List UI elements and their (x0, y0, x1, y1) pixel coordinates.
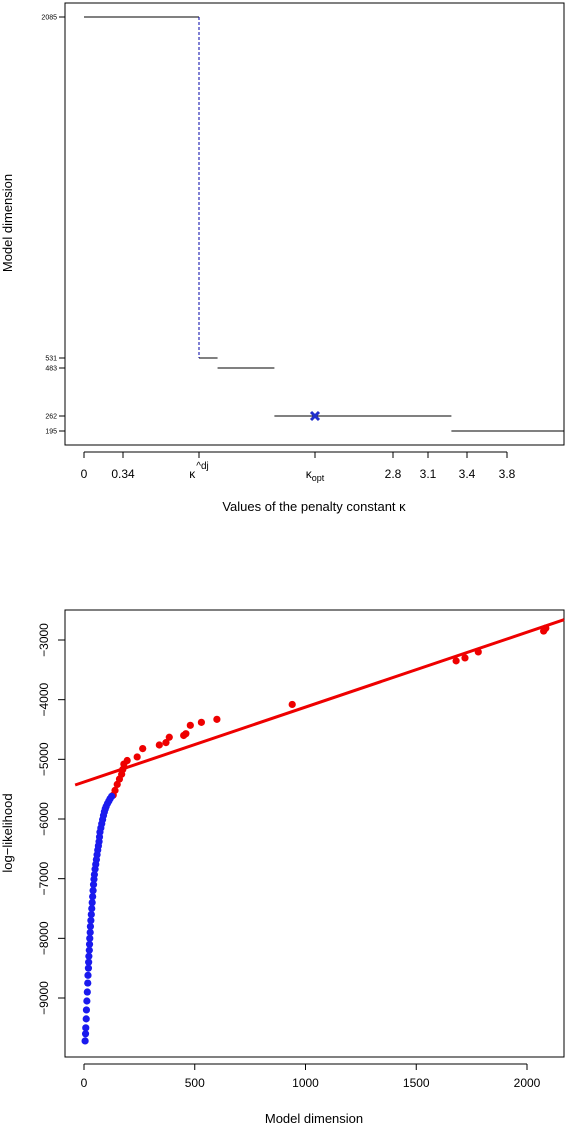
chart2-y-tick-label-6: −9000 (37, 981, 51, 1015)
point-s1-40 (83, 997, 91, 1005)
chart1-x-tick-label-5: 3.1 (420, 467, 437, 481)
point-s1-41 (82, 1006, 91, 1014)
chart2-y-tick-label-0: −3000 (37, 623, 51, 657)
chart1-x-tick-label-1: 0.34 (111, 467, 135, 481)
chart1-x-tick-label-6: 3.4 (459, 467, 476, 481)
point-s1-45 (81, 1037, 89, 1045)
chart1-x-tick-label-7: 3.8 (499, 467, 516, 481)
point-s1-33 (85, 946, 93, 954)
point-s0-15 (139, 744, 147, 753)
point-s0-12 (165, 733, 173, 741)
point-s0-22 (113, 780, 121, 788)
loglikelihood-scatter-chart: −3000 −4000 −5000 −6000 −7000 −8000 −9000 0 500… (0, 609, 565, 1124)
chart2-x-axis: 0 500 1000 1500 2000 (81, 1063, 541, 1090)
point-s1-19 (91, 865, 99, 873)
chart2-y-tick-label-2: −5000 (37, 742, 51, 776)
chart1-y-axis-title: Model dimension (0, 174, 15, 272)
chart1-x-tick-label-0: 0 (81, 467, 88, 481)
point-s0-18 (120, 760, 128, 768)
point-s1-28 (87, 916, 95, 925)
point-s0-8 (197, 718, 205, 726)
penalty-step-chart: 2085 531 483 262 195 0 0.34 κ^dj κopt 2.8 3.1 3.4 3… (0, 2, 565, 514)
chart1-x-axis: 0 0.34 κ^dj κopt 2.8 3.1 3.4 3.8 (81, 451, 516, 483)
chart1-y-tick-label-3: 262 (45, 414, 57, 421)
point-s1-27 (87, 910, 95, 919)
chart1-y-tick-label-0: 2085 (41, 15, 57, 22)
chart1-plot-frame (64, 2, 565, 446)
chart1-y-axis: 2085 531 483 262 195 (41, 15, 66, 436)
point-s0-16 (133, 753, 141, 761)
point-s1-31 (86, 934, 94, 942)
point-s1-43 (82, 1024, 90, 1032)
point-s1-25 (88, 898, 96, 907)
fit-line (74, 618, 565, 787)
chart2-regression-line (74, 618, 565, 787)
point-s1-36 (84, 964, 93, 972)
chart1-y-tick-label-4: 195 (45, 429, 57, 436)
point-s0-11 (180, 731, 188, 740)
point-s1-24 (89, 892, 97, 901)
point-s0-14 (155, 741, 163, 749)
point-s1-22 (89, 881, 98, 889)
point-s1-23 (89, 887, 97, 895)
chart1-x-tick-label-4: 2.8 (385, 467, 402, 481)
chart1-x-axis-title: Values of the penalty constant κ (222, 499, 406, 514)
point-s1-42 (82, 1015, 90, 1023)
point-s1-39 (83, 988, 91, 996)
chart2-y-axis-title: log−likelihood (0, 793, 15, 872)
point-s1-38 (84, 979, 92, 987)
chart1-x-tick-label-3: κopt (306, 467, 325, 483)
chart2-plot-frame (64, 609, 565, 1058)
chart2-y-tick-label-1: −4000 (37, 682, 51, 716)
chart2-x-tick-label-3: 1500 (403, 1076, 430, 1090)
chart1-step-segments (84, 16, 564, 432)
point-s0-13 (162, 739, 170, 747)
point-s1-32 (85, 940, 94, 948)
point-s0-3 (474, 648, 482, 656)
point-s1-44 (81, 1030, 90, 1038)
chart2-x-axis-title: Model dimension (265, 1111, 363, 1124)
chart2-points (81, 624, 550, 1045)
point-s1-37 (84, 971, 92, 979)
point-s0-6 (288, 700, 296, 709)
point-s1-30 (86, 928, 94, 936)
point-s0-7 (213, 715, 221, 723)
point-s0-9 (186, 721, 194, 729)
point-s1-29 (86, 922, 95, 931)
point-s0-2 (540, 627, 548, 635)
chart1-y-tick-label-2: 483 (45, 366, 57, 373)
chart2-y-tick-label-3: −6000 (37, 802, 51, 836)
chart2-x-tick-label-1: 500 (185, 1076, 205, 1090)
point-s0-5 (452, 657, 460, 665)
chart2-y-axis: −3000 −4000 −5000 −6000 −7000 −8000 −9000 (37, 623, 66, 1015)
point-s1-34 (85, 952, 93, 960)
point-s1-35 (85, 958, 93, 966)
chart2-y-tick-label-4: −7000 (37, 861, 51, 895)
point-s0-4 (461, 654, 469, 662)
point-s1-21 (90, 875, 98, 883)
chart1-kappa-opt-marker (309, 410, 321, 422)
chart2-y-tick-label-5: −8000 (37, 921, 51, 955)
point-s1-26 (88, 904, 96, 913)
chart1-x-tick-label-2: κ^dj (189, 461, 208, 481)
chart1-y-tick-label-1: 531 (45, 356, 57, 363)
marker-stroke-b (309, 410, 321, 422)
chart2-x-tick-label-4: 2000 (514, 1076, 541, 1090)
chart2-x-tick-label-0: 0 (81, 1076, 88, 1090)
chart2-x-tick-label-2: 1000 (292, 1076, 319, 1090)
